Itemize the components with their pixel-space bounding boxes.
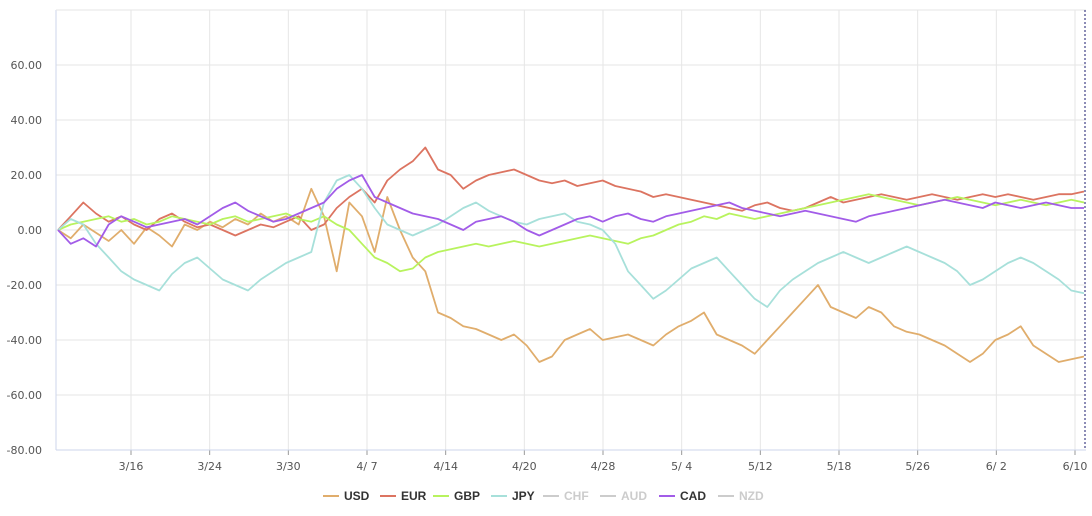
y-tick-label: -40.00 [7,334,42,347]
x-tick-label: 3/16 [119,460,144,473]
series-line-usd [57,187,1085,363]
y-tick-label: -20.00 [7,279,42,292]
y-tick-label: 40.00 [11,114,43,127]
series-line-cad [57,174,1084,248]
x-tick-label: 5/ 4 [671,460,692,473]
grid-lines [56,10,1086,451]
legend-label: JPY [512,489,535,503]
legend-label: CAD [680,489,706,503]
x-tick-label: 5/18 [827,460,852,473]
y-tick-labels: 60.00 40.00 20.00 0.00 -20.00 -40.00 -60.00 -80… [7,59,42,457]
legend-item-jpy[interactable]: JPY [491,489,535,503]
legend-label: USD [344,489,370,503]
x-tick-label: 4/20 [512,460,537,473]
x-tick-label: 3/24 [197,460,222,473]
series-line-gbp [57,193,1085,273]
legend-label: NZD [739,489,764,503]
x-tick-label: 4/28 [591,460,616,473]
legend-label: AUD [621,489,647,503]
x-tick-label: 3/30 [276,460,301,473]
legend-label: GBP [454,489,480,503]
legend-item-usd[interactable]: USD [323,489,370,503]
x-tick-label: 4/ 7 [356,460,377,473]
legend-label: CHF [564,489,589,503]
legend-item-eur[interactable]: EUR [380,489,427,503]
legend-item-nzd[interactable]: NZD [718,489,764,503]
series-line-eur [57,146,1085,237]
legend-item-gbp[interactable]: GBP [433,489,480,503]
x-tick-label: 5/26 [905,460,930,473]
legend-item-aud[interactable]: AUD [600,489,647,503]
series-line-jpy [57,174,1085,308]
x-tick-label: 6/ 2 [986,460,1007,473]
axes [55,9,1086,455]
legend-item-chf[interactable]: CHF [543,489,589,503]
legend-label: EUR [401,489,427,503]
y-tick-label: 0.00 [18,224,43,237]
x-tick-label: 5/12 [748,460,773,473]
x-tick-label: 6/10 [1063,460,1088,473]
legend[interactable]: USD EUR GBP JPY CHF AUD CAD NZD [323,489,764,503]
x-tick-label: 4/14 [433,460,458,473]
y-tick-label: 60.00 [11,59,43,72]
y-tick-label: -60.00 [7,389,42,402]
y-tick-label: -80.00 [7,444,42,457]
legend-item-cad[interactable]: CAD [659,489,706,503]
y-tick-label: 20.00 [11,169,43,182]
x-tick-labels: 3/16 3/24 3/30 4/ 7 4/14 4/20 4/28 5/ 4 5/12 5/18… [119,460,1088,473]
series-lines [57,146,1085,363]
